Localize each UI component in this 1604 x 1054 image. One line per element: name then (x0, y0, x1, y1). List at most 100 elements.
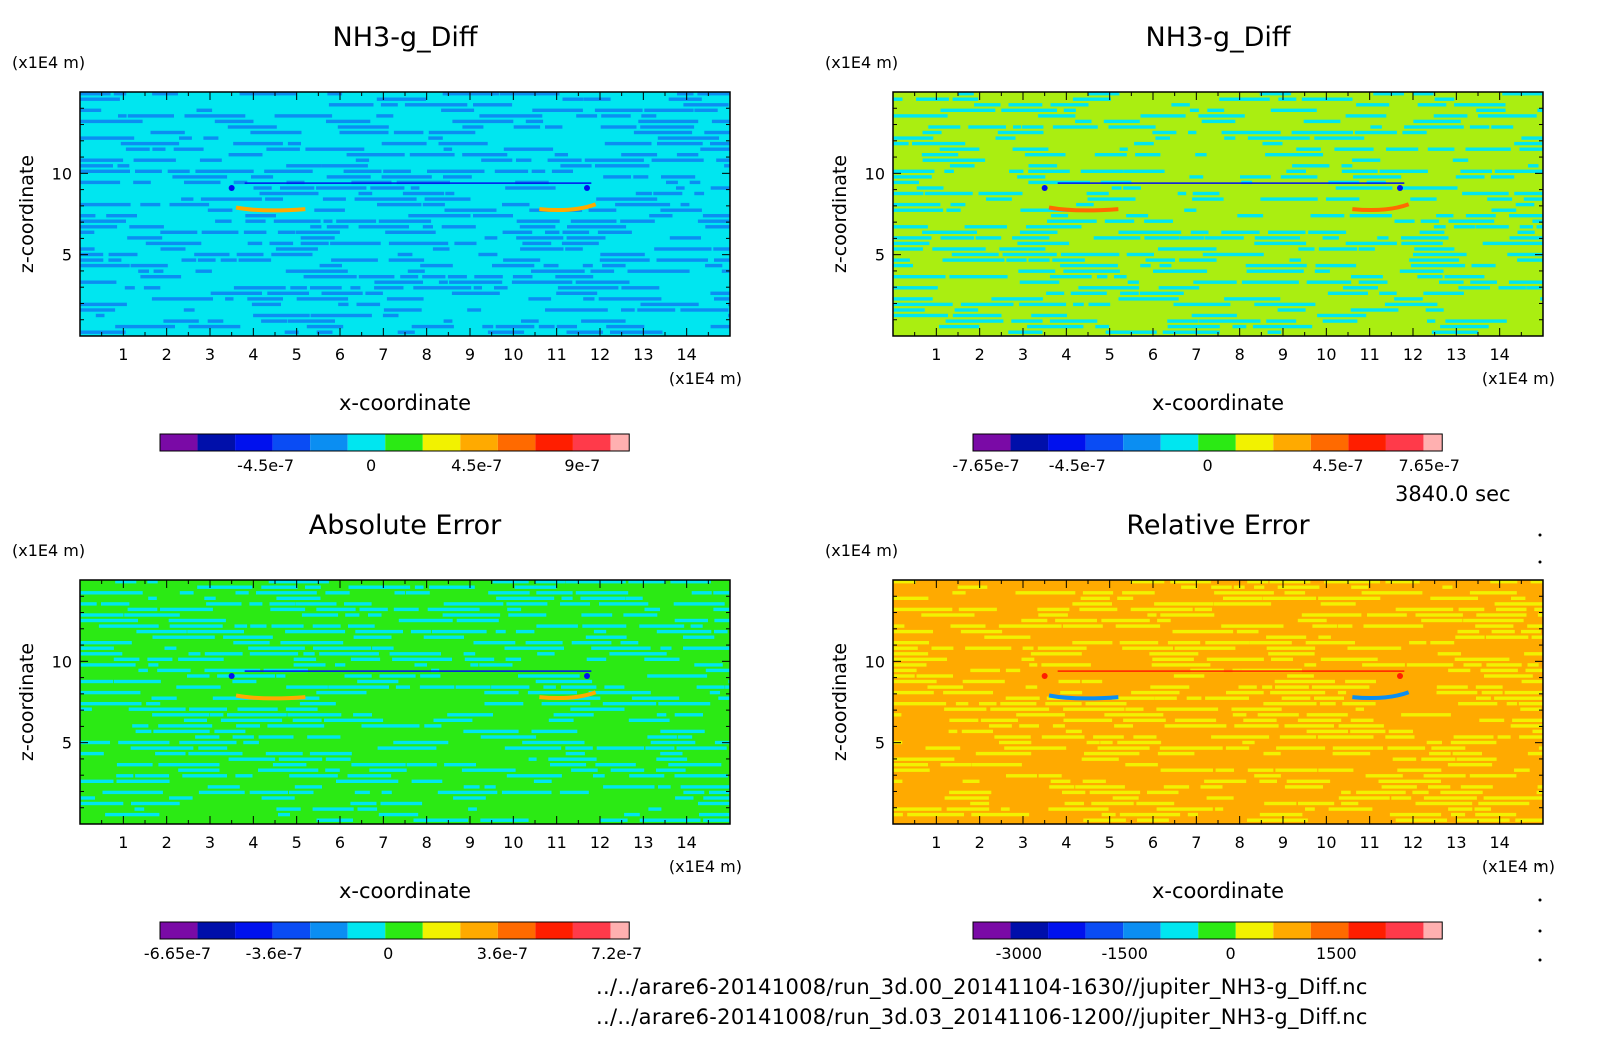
contour-band (704, 130, 730, 135)
contour-band (1118, 230, 1182, 234)
contour-band (1452, 751, 1482, 756)
contour-band (924, 191, 973, 196)
contour-band (117, 164, 130, 168)
contour-band (80, 180, 121, 185)
contour-band (1347, 646, 1402, 650)
contour-band (690, 624, 703, 628)
contour-band (299, 702, 336, 706)
contour-band (661, 175, 696, 179)
contour-band (233, 641, 270, 645)
contour-band (393, 130, 424, 135)
contour-band (893, 169, 935, 173)
x-tick-label: 3 (205, 833, 215, 852)
contour-band (998, 624, 1062, 628)
contour-band (1534, 607, 1543, 612)
contour-band (1211, 585, 1232, 589)
contour-band (1385, 735, 1415, 739)
contour-band (979, 702, 997, 706)
contour-band (264, 169, 313, 173)
contour-band (683, 790, 705, 795)
contour-band (1395, 607, 1454, 612)
contour-band (1402, 130, 1427, 135)
contour-band (1170, 580, 1211, 584)
contour-band (269, 602, 296, 606)
contour-band (676, 746, 727, 750)
contour-band (1157, 751, 1195, 756)
accent-spot-right (584, 184, 590, 191)
contour-band (163, 319, 199, 323)
contour-band (292, 718, 322, 722)
contour-band (372, 646, 394, 650)
contour-band (323, 219, 333, 223)
contour-band (893, 302, 953, 307)
x-tick-label: 1 (931, 833, 941, 852)
contour-band (184, 180, 221, 185)
contour-band (353, 713, 372, 717)
contour-band (639, 624, 685, 628)
contour-band (1048, 807, 1109, 811)
y-unit-label: (x1E4 m) (12, 541, 85, 560)
contour-band (80, 707, 92, 711)
contour-band (261, 585, 298, 589)
contour-band (1377, 236, 1389, 240)
contour-band (183, 308, 195, 312)
contour-band (441, 108, 475, 112)
contour-band (337, 125, 389, 129)
contour-band (344, 602, 372, 606)
contour-band (488, 591, 530, 595)
contour-band (527, 690, 577, 695)
contour-band (377, 746, 437, 750)
contour-band (520, 247, 564, 251)
contour-band (694, 663, 723, 667)
contour-band (1421, 757, 1456, 761)
contour-band (683, 646, 730, 650)
contour-band (478, 252, 498, 257)
contour-band (380, 801, 423, 806)
contour-band (943, 690, 993, 695)
contour-band (357, 807, 378, 811)
contour-band (1052, 258, 1085, 262)
contour-band (1427, 319, 1436, 323)
contour-band (187, 629, 244, 634)
contour-band (1455, 175, 1485, 179)
contour-band (378, 219, 432, 223)
contour-band (995, 136, 1016, 140)
contour-band (1063, 718, 1113, 722)
contour-band (583, 297, 595, 301)
contour-band (271, 624, 304, 628)
contour-band (566, 330, 603, 334)
colorbar-swatch (385, 922, 423, 939)
contour-band (994, 735, 1031, 739)
colorbar-tick-label: -3000 (996, 944, 1043, 963)
contour-band (1342, 702, 1376, 706)
contour-band (1476, 108, 1506, 112)
contour-band (108, 252, 138, 257)
contour-band (424, 724, 442, 728)
contour-band (347, 774, 392, 778)
contour-band (670, 580, 711, 584)
accent-spot-left (1041, 184, 1048, 191)
colorbar-tick-label: 1500 (1316, 944, 1357, 963)
contour-band (1247, 768, 1274, 772)
contour-band (1245, 263, 1307, 268)
accent-arc-left (1048, 693, 1119, 701)
contour-band (380, 103, 398, 107)
contour-band (275, 247, 318, 251)
contour-band (955, 702, 969, 706)
colorbar-swatch (160, 922, 198, 939)
contour-band (570, 707, 625, 711)
contour-band (1025, 685, 1038, 689)
contour-band (519, 225, 556, 229)
colorbar-swatch (1273, 922, 1311, 939)
contour-band (388, 258, 425, 262)
contour-band (140, 202, 161, 207)
x-tick-label: 3 (1018, 345, 1028, 364)
contour-band (916, 97, 949, 101)
contour-band (1038, 114, 1076, 118)
contour-band (1395, 818, 1447, 822)
contour-band (125, 147, 150, 151)
contour-band (385, 230, 436, 234)
contour-band (151, 696, 177, 700)
contour-band (946, 208, 961, 212)
contour-band (525, 641, 563, 645)
